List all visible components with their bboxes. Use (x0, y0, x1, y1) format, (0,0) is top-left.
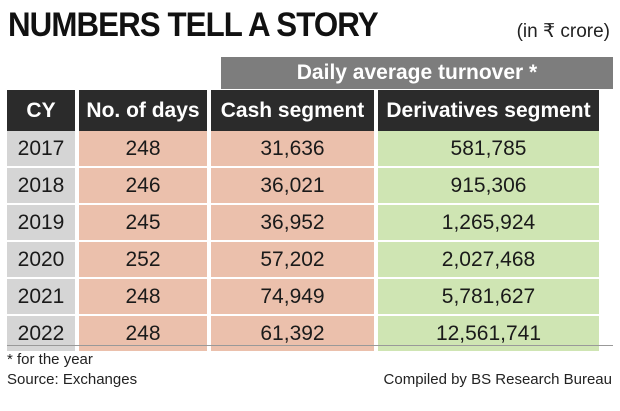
cell-cy: 2019 (7, 205, 75, 242)
cell-days: 252 (79, 242, 207, 279)
cell-cy: 2021 (7, 279, 75, 316)
cell-cash: 57,202 (211, 242, 374, 279)
cell-cy: 2017 (7, 131, 75, 168)
cell-days: 248 (79, 131, 207, 168)
source-credit: Source: Exchanges (7, 371, 138, 388)
cell-days: 248 (79, 279, 207, 316)
column-header-cash-segment: Cash segment (211, 90, 374, 131)
table-row: 2017 248 31,636 581,785 (7, 131, 599, 168)
cell-derivatives: 5,781,627 (378, 279, 599, 316)
table-row: 2021 248 74,949 5,781,627 (7, 279, 599, 316)
cell-cash: 31,636 (211, 131, 374, 168)
column-header-days: No. of days (79, 90, 207, 131)
cell-cash: 36,952 (211, 205, 374, 242)
infographic-title: NUMBERS TELL A STORY (8, 6, 379, 44)
cell-derivatives: 581,785 (378, 131, 599, 168)
cell-cy: 2020 (7, 242, 75, 279)
table-header-row: CY No. of days Cash segment Derivatives … (7, 90, 599, 131)
turnover-table: CY No. of days Cash segment Derivatives … (7, 90, 599, 351)
unit-label: (in ₹ crore) (516, 21, 610, 42)
cell-derivatives: 915,306 (378, 168, 599, 205)
cell-days: 246 (79, 168, 207, 205)
cell-cash: 36,021 (211, 168, 374, 205)
cell-days: 245 (79, 205, 207, 242)
compiled-by-credit: Compiled by BS Research Bureau (383, 371, 612, 388)
table-row: 2018 246 36,021 915,306 (7, 168, 599, 205)
group-header-daily-average-turnover: Daily average turnover * (221, 57, 613, 89)
footer-divider (7, 345, 613, 346)
cell-cy: 2018 (7, 168, 75, 205)
cell-derivatives: 1,265,924 (378, 205, 599, 242)
table-row: 2019 245 36,952 1,265,924 (7, 205, 599, 242)
column-header-cy: CY (7, 90, 75, 131)
footnote: * for the year (7, 351, 93, 368)
column-header-derivatives-segment: Derivatives segment (378, 90, 599, 131)
table-row: 2020 252 57,202 2,027,468 (7, 242, 599, 279)
cell-derivatives: 2,027,468 (378, 242, 599, 279)
cell-cash: 74,949 (211, 279, 374, 316)
